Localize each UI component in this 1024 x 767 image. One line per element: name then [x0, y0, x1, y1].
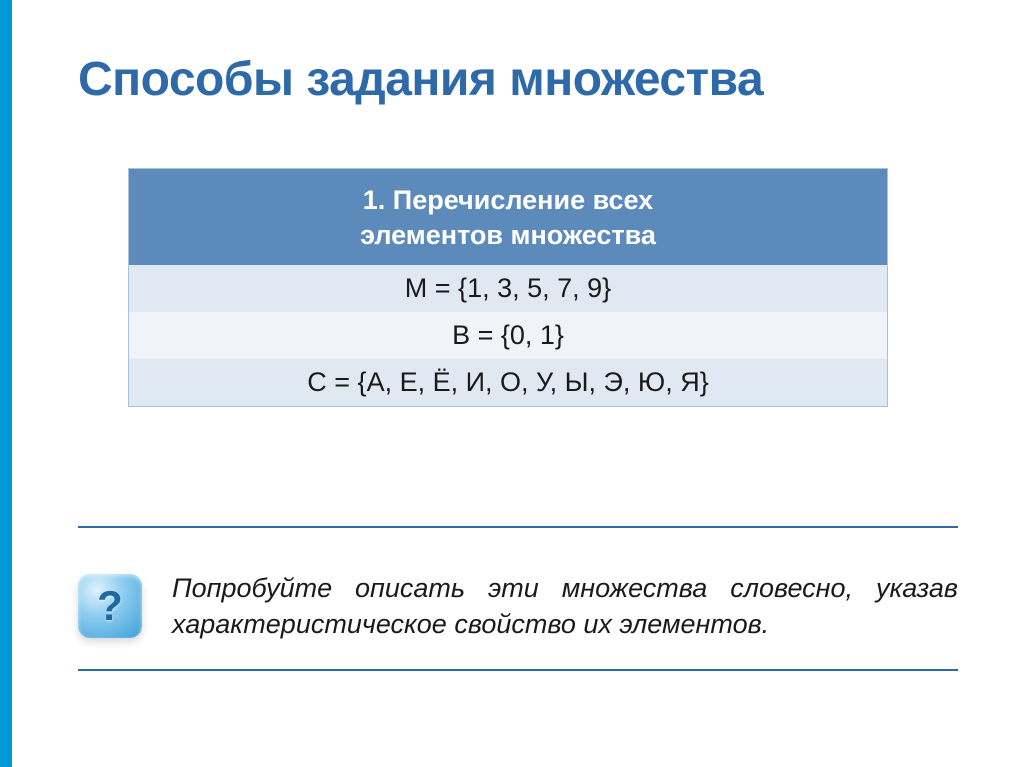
divider-top [78, 526, 958, 528]
table-header: 1. Перечисление всех элементов множества [129, 169, 887, 265]
accent-side-bar [0, 0, 12, 767]
enumeration-table: 1. Перечисление всех элементов множества… [128, 168, 888, 407]
slide-title: Способы задания множества [78, 52, 763, 107]
question-block: ? Попробуйте описать эти множества слове… [78, 570, 958, 671]
question-text: Попробуйте описать эти множества словесн… [172, 570, 958, 643]
table-row: C = {А, Е, Ё, И, О, У, Ы, Э, Ю, Я} [129, 359, 887, 406]
table-header-line2: элементов множества [360, 220, 656, 250]
table-row: M = {1, 3, 5, 7, 9} [129, 265, 887, 312]
table-row: B = {0, 1} [129, 312, 887, 359]
table-header-line1: 1. Перечисление всех [363, 185, 653, 215]
question-icon: ? [78, 574, 142, 638]
